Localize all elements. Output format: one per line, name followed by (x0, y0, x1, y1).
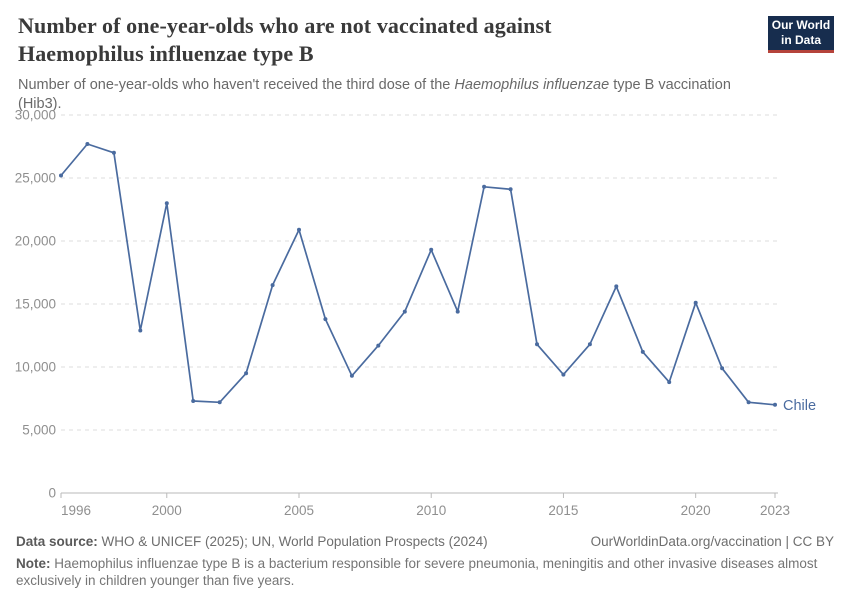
chart-subtitle: Number of one-year-olds who haven't rece… (18, 76, 748, 114)
y-tick-label: 15,000 (15, 297, 56, 312)
x-tick-label: 2010 (416, 503, 446, 518)
data-point[interactable] (455, 309, 460, 314)
y-tick-label: 20,000 (15, 234, 56, 249)
data-point[interactable] (217, 400, 222, 405)
x-tick-label: 2005 (284, 503, 314, 518)
line-chart[interactable]: 0 5,000 10,000 15,000 20,000 25,000 30,000 1996… (0, 0, 850, 530)
data-source-label: Data source: (16, 534, 98, 549)
owid-license-link[interactable]: OurWorldinData.org/vaccination | CC BY (590, 534, 834, 549)
data-point[interactable] (402, 309, 407, 314)
data-point[interactable] (614, 284, 619, 289)
data-point[interactable] (376, 343, 381, 348)
data-point[interactable] (720, 366, 725, 371)
data-point[interactable] (535, 342, 539, 347)
y-tick-label: 25,000 (15, 171, 56, 186)
x-tick-label: 1996 (61, 503, 91, 518)
y-tick-label: 0 (48, 486, 56, 501)
data-point[interactable] (746, 400, 751, 405)
data-point[interactable] (640, 349, 645, 354)
data-point[interactable] (693, 300, 698, 305)
data-point[interactable] (667, 380, 672, 385)
data-source-text: WHO & UNICEF (2025); UN, World Populatio… (101, 534, 488, 549)
y-axis: 0 5,000 10,000 15,000 20,000 25,000 30,000 (15, 108, 778, 501)
source-row: Data source: WHO & UNICEF (2025); UN, Wo… (16, 533, 834, 550)
data-point[interactable] (111, 150, 116, 155)
data-point[interactable] (138, 328, 143, 333)
data-point[interactable] (270, 283, 275, 288)
y-tick-label: 5,000 (22, 423, 56, 438)
chile-series-line[interactable] (60, 143, 776, 406)
logo-line2: in Data (780, 33, 821, 47)
data-point[interactable] (482, 184, 487, 189)
data-point[interactable] (561, 372, 566, 377)
data-point[interactable] (244, 371, 249, 376)
data-point[interactable] (85, 142, 90, 146)
x-tick-label: 2020 (681, 503, 711, 518)
data-point[interactable] (508, 187, 513, 192)
data-point[interactable] (59, 173, 63, 178)
subtitle-italic-text: Haemophilus influenzae (454, 77, 610, 93)
subtitle-text: Number of one-year-olds who haven't rece… (18, 77, 455, 93)
chart-footer: Data source: WHO & UNICEF (2025); UN, Wo… (16, 533, 834, 589)
note-label: Note: (16, 556, 51, 571)
x-tick-label: 2023 (760, 503, 790, 518)
series-label-chile[interactable]: Chile (783, 398, 816, 414)
data-point[interactable] (297, 227, 301, 232)
owid-logo[interactable]: Our World in Data (768, 16, 834, 53)
note-text: Haemophilus influenzae type B is a bacte… (16, 556, 818, 588)
logo-line1: Our World (771, 18, 831, 32)
data-points (59, 142, 777, 407)
data-point[interactable] (773, 402, 777, 407)
data-point[interactable] (191, 399, 196, 403)
x-tick-label: 2000 (152, 503, 182, 518)
y-tick-label: 10,000 (15, 360, 56, 375)
x-tick-label: 2015 (548, 503, 578, 518)
subtitle-text-end: type B vaccination (Hib3). (18, 77, 731, 112)
data-point[interactable] (164, 201, 169, 206)
data-source: Data source: WHO & UNICEF (2025); UN, Wo… (16, 533, 488, 550)
data-point[interactable] (587, 342, 592, 347)
data-point[interactable] (349, 373, 354, 378)
page-title: Number of one-year-olds who are not vacc… (18, 13, 552, 66)
x-axis: 1996 2000 2005 2010 2015 2020 2023 (60, 493, 790, 518)
chart-header: Number of one-year-olds who are not vacc… (18, 12, 748, 114)
note-row: Note: Haemophilus influenzae type B is a… (16, 555, 834, 589)
y-tick-label: 30,000 (15, 108, 56, 123)
data-point[interactable] (323, 317, 328, 322)
data-point[interactable] (429, 247, 434, 252)
